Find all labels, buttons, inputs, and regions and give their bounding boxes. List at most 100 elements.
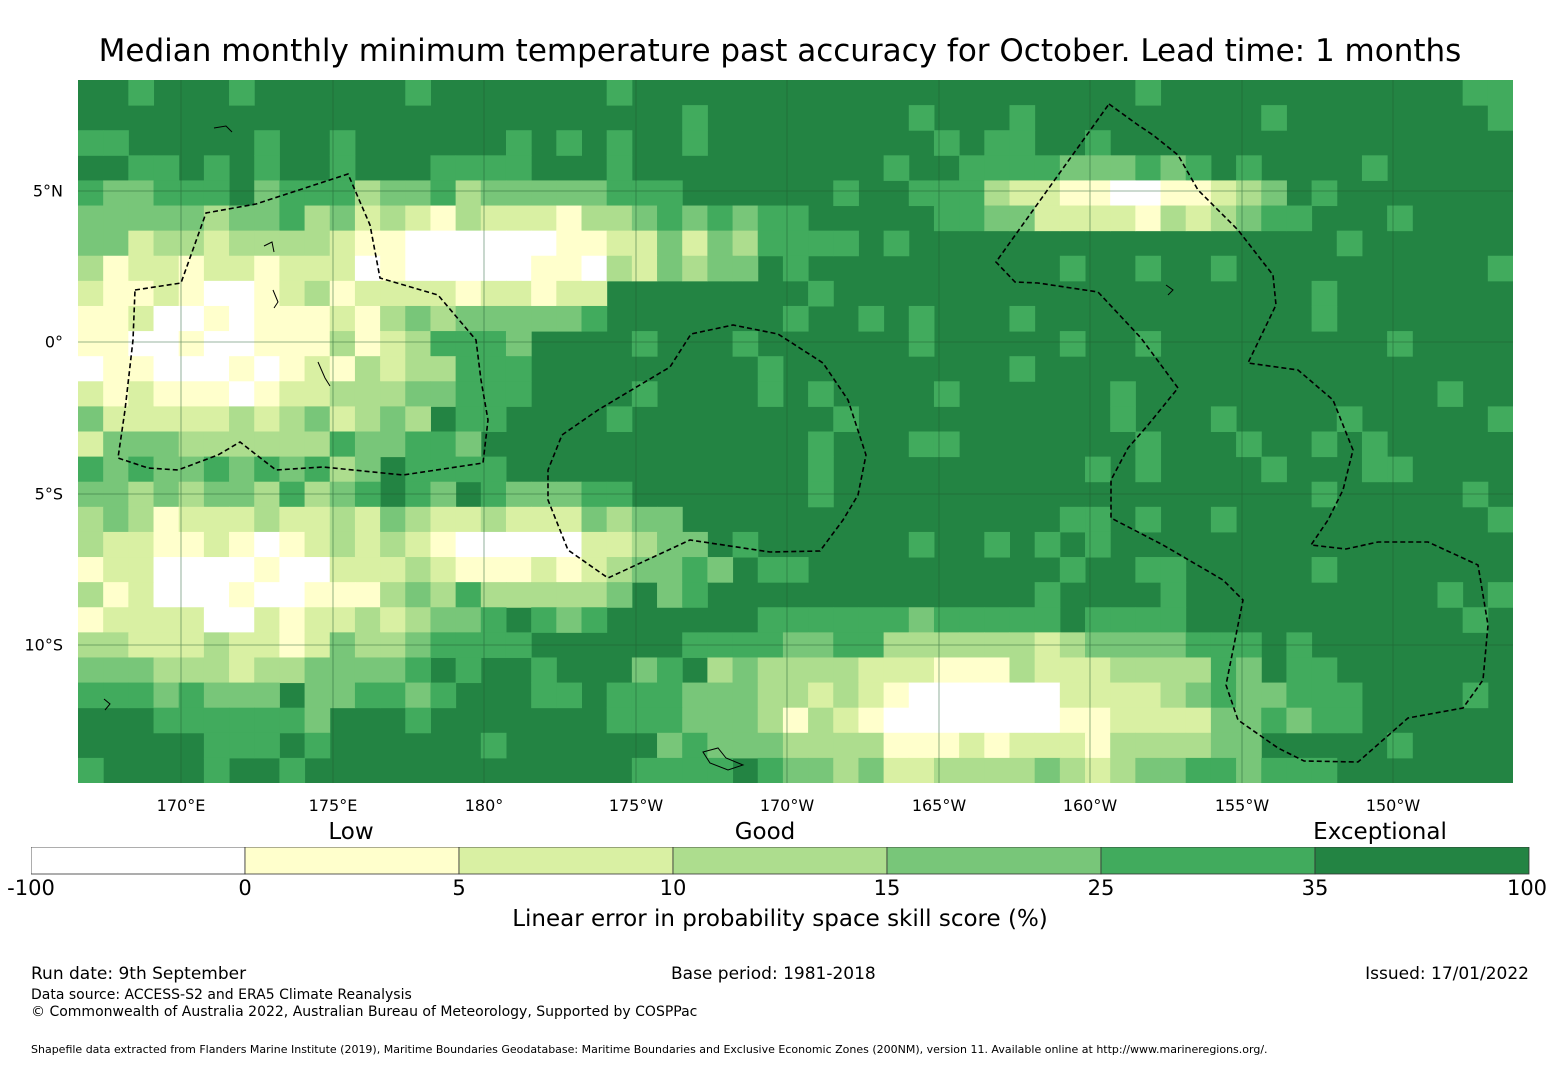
skill-cell [1009, 356, 1036, 382]
skill-cell [229, 406, 255, 432]
skill-cell [833, 757, 859, 783]
skill-cell [279, 280, 306, 307]
skill-cell [1135, 707, 1162, 734]
skill-cell [1009, 105, 1036, 131]
skill-cell [1236, 205, 1262, 232]
colorbar-bin [1314, 847, 1530, 875]
skill-cell [556, 481, 583, 508]
skill-cell [254, 331, 280, 357]
skill-cell [329, 155, 356, 181]
skill-cell [380, 431, 406, 458]
skill-cell [480, 305, 507, 332]
skill-cell [1160, 557, 1187, 583]
skill-cell [833, 682, 859, 709]
skill-cell [178, 682, 205, 709]
skill-cell [933, 431, 960, 458]
skill-cell [153, 481, 180, 508]
skill-cell [606, 506, 633, 533]
skill-cell [808, 431, 834, 458]
skill-cell [531, 230, 557, 257]
skill-cell [1487, 80, 1513, 106]
skill-cell [354, 682, 381, 709]
skill-cell [430, 582, 457, 608]
skill-cell [581, 280, 608, 307]
skill-cell [1236, 682, 1262, 709]
skill-cell [380, 657, 406, 684]
skill-cell [229, 481, 255, 508]
skill-cell [657, 180, 683, 207]
skill-cell [1135, 180, 1162, 207]
skill-cell [78, 356, 104, 382]
skill-cell [405, 230, 431, 257]
skill-cell [430, 305, 457, 332]
skill-cell [178, 381, 205, 407]
skill-cell [128, 531, 155, 558]
skill-cell [1135, 155, 1162, 181]
skill-cell [531, 557, 557, 583]
skill-cell [1110, 381, 1136, 407]
skill-cell [959, 607, 985, 633]
skill-cell [279, 381, 306, 407]
skill-cell [833, 230, 859, 257]
skill-cell [128, 456, 155, 483]
skill-cell [1034, 757, 1061, 783]
skill-cell [329, 431, 356, 458]
lat-tick-0: 0° [44, 332, 63, 352]
skill-cell [505, 331, 532, 357]
skill-cell [279, 557, 306, 583]
legend-category-good: Good [734, 819, 796, 845]
skill-cell [455, 356, 482, 382]
skill-cell [556, 280, 583, 307]
skill-cell [455, 431, 482, 458]
skill-cell [1110, 180, 1136, 207]
skill-cell [1085, 456, 1111, 483]
skill-cell [1210, 205, 1237, 232]
skill-cell [908, 757, 935, 783]
skill-cell [178, 557, 205, 583]
skill-cell [405, 331, 431, 357]
issued-date: Issued: 17/01/2022 [1365, 964, 1529, 984]
skill-cell [1009, 707, 1036, 734]
skill-cell [1135, 757, 1162, 783]
skill-cell [153, 557, 180, 583]
skill-cell [203, 280, 230, 307]
skill-cell [254, 280, 280, 307]
skill-cell [531, 582, 557, 608]
skill-cell [128, 155, 155, 181]
skill-cell [581, 607, 608, 633]
skill-cell [606, 255, 633, 282]
skill-cell [606, 180, 633, 207]
run-date: Run date: 9th September [31, 964, 247, 984]
skill-cell [229, 456, 255, 483]
skill-cell [304, 456, 331, 483]
skill-cell [229, 531, 255, 558]
skill-cell [1059, 657, 1086, 684]
skill-cell [1236, 707, 1262, 734]
lon-tick-175w: 175°W [608, 796, 664, 815]
skill-cell [329, 280, 356, 307]
skill-cell [203, 255, 230, 282]
skill-cell [959, 657, 985, 684]
legend-category-low: Low [328, 819, 374, 845]
skill-cell [254, 155, 280, 181]
skill-cell [556, 305, 583, 332]
skill-cell [229, 557, 255, 583]
skill-cell [757, 356, 784, 382]
skill-cell [1185, 732, 1212, 759]
skill-cell [380, 205, 406, 232]
skill-cell [128, 356, 155, 382]
skill-cell [178, 356, 205, 382]
skill-cell [78, 456, 104, 483]
skill-cell [808, 657, 834, 684]
skill-cell [1311, 280, 1338, 307]
skill-cell [153, 506, 180, 533]
skill-cell [103, 180, 129, 207]
skill-cell [657, 255, 683, 282]
skill-cell [505, 205, 532, 232]
map-gridlines [78, 80, 1513, 783]
skill-cell [178, 506, 205, 533]
skill-cell [304, 707, 331, 734]
colorbar-tick: 100 [1506, 876, 1548, 900]
lon-tick-165w: 165°W [911, 796, 967, 815]
skill-cell [682, 682, 708, 709]
